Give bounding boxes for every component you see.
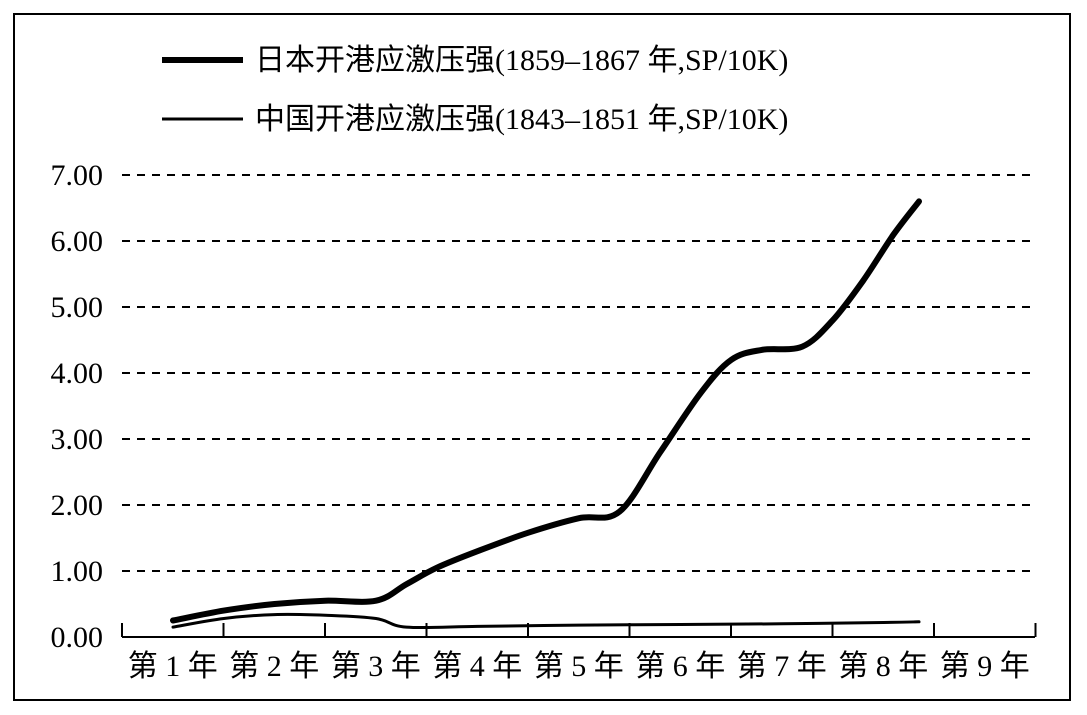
y-tick-label: 0.00 [51, 621, 104, 654]
x-tick-label: 第 2 年 [229, 650, 319, 683]
y-tick-label: 6.00 [51, 225, 104, 258]
x-tick-label: 第 6 年 [635, 650, 725, 683]
y-axis-ticks: 0.00 1.00 2.00 3.00 4.00 5.00 6.00 7.00 [51, 159, 104, 654]
x-tick-label: 第 7 年 [737, 650, 827, 683]
series-line-japan [170, 198, 922, 624]
chart-frame [13, 13, 1071, 701]
legend: 日本开港应激压强(1859–1867 年,SP/10K) 中国开港应激压强(184… [162, 44, 788, 136]
y-tick-label: 3.00 [51, 423, 104, 456]
x-tick-label: 第 8 年 [838, 650, 928, 683]
x-tick-label: 第 3 年 [331, 650, 421, 683]
y-tick-label: 2.00 [51, 489, 104, 522]
x-tick-label: 第 9 年 [940, 650, 1030, 683]
series-lines [170, 198, 922, 630]
legend-label: 日本开港应激压强(1859–1867 年,SP/10K) [255, 44, 788, 77]
y-tick-label: 7.00 [51, 159, 104, 192]
series-line-china [171, 612, 921, 630]
y-tick-label: 5.00 [51, 291, 104, 324]
x-tick-label: 第 5 年 [534, 650, 624, 683]
x-tick-label: 第 1 年 [128, 650, 218, 683]
x-tick-label: 第 4 年 [432, 650, 522, 683]
y-tick-label: 4.00 [51, 357, 104, 390]
y-tick-label: 1.00 [51, 555, 104, 588]
gridlines [122, 174, 1035, 572]
x-axis-ticks: 第 1 年第 2 年第 3 年第 4 年第 5 年第 6 年第 7 年第 8 年… [121, 623, 1037, 683]
legend-label: 中国开港应激压强(1843–1851 年,SP/10K) [255, 103, 788, 136]
